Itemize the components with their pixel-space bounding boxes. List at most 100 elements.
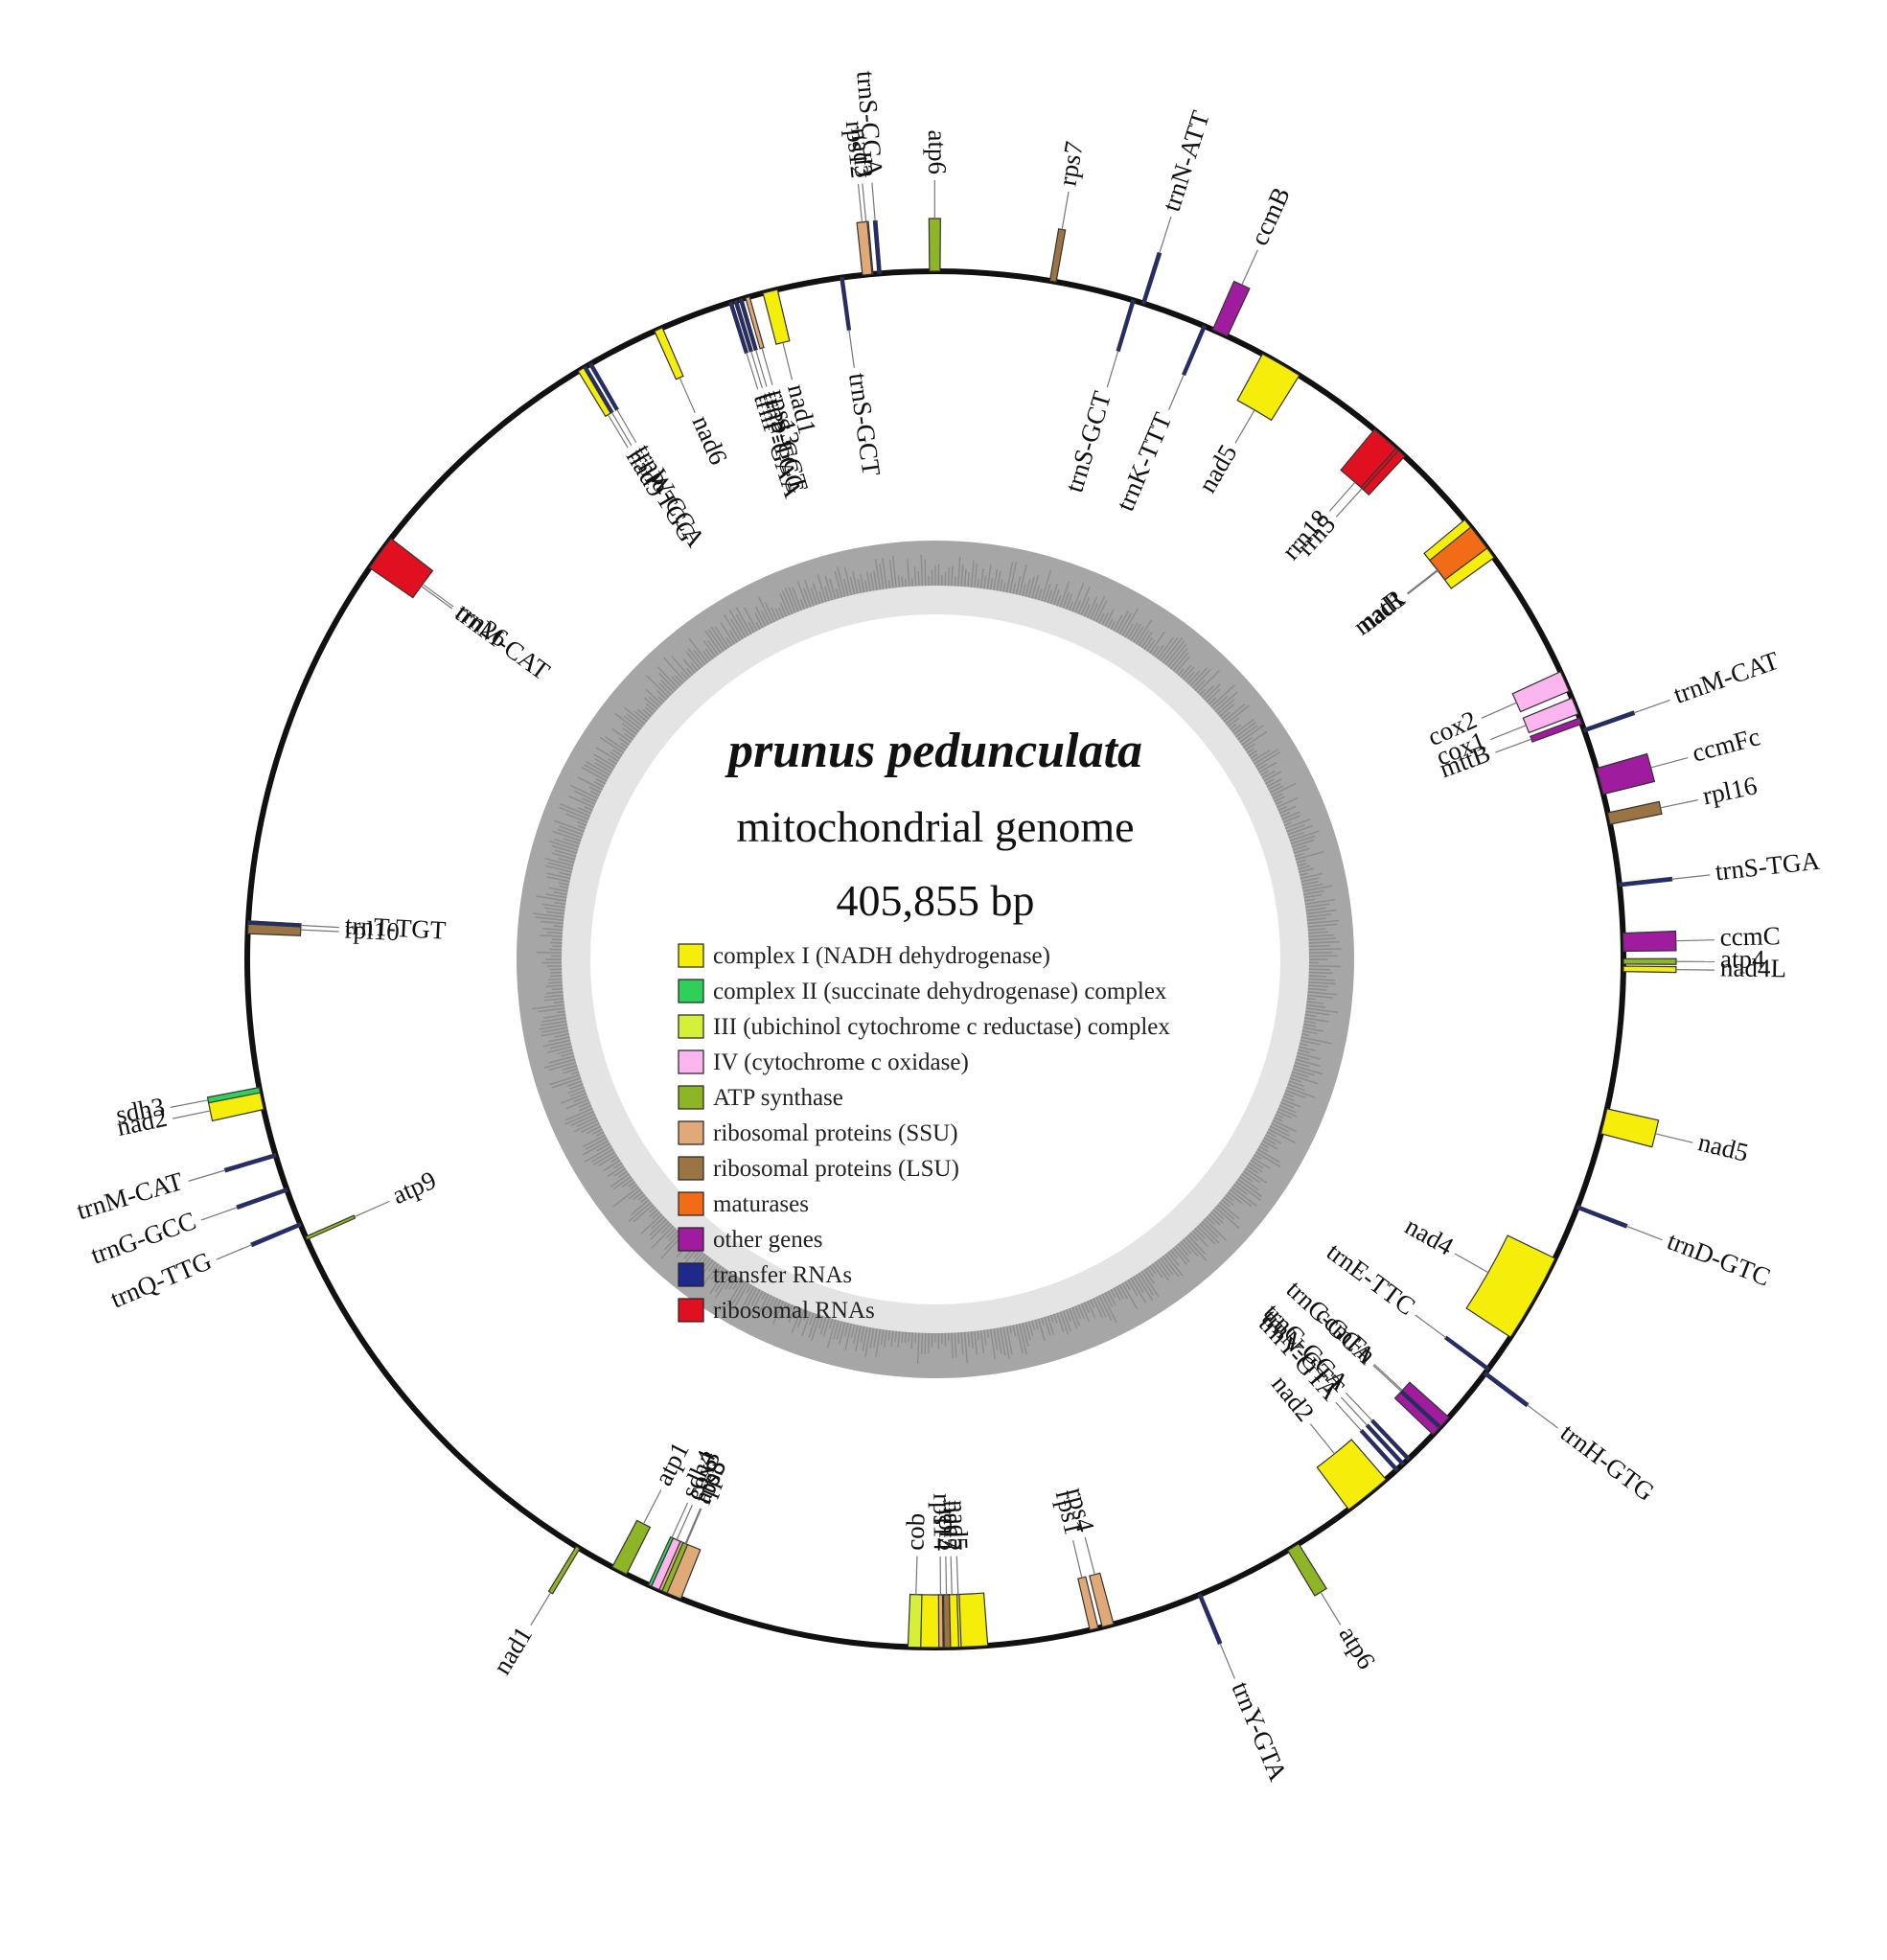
legend-label: ribosomal RNAs [713,1298,875,1324]
leader-line [671,1502,689,1538]
legend-swatch [678,1227,704,1252]
leader-line [750,351,763,388]
leader-line [1329,481,1356,512]
gene-label-nad7: nad7 [937,1500,967,1551]
legend-label: complex I (NADH dehydrogenase) [713,943,1050,969]
leader-line [871,182,876,221]
leader-line [1495,738,1532,753]
leader-line [755,349,768,387]
legend-label: transfer RNAs [713,1262,852,1288]
leader-line [1219,1643,1235,1679]
leader-line [1415,1314,1447,1339]
leader-line [610,412,633,447]
gene-block-trnn-att [1140,251,1162,305]
gene-block-trnd-gtc [1576,1205,1628,1229]
leader-line [1341,1396,1369,1426]
gene-block-rps1 [1077,1576,1099,1631]
gene-block-trnh-gtg [1483,1371,1530,1408]
leader-line [1335,1401,1363,1432]
legend-swatch [678,1085,704,1110]
gene-label-trns-tga: trnS-TGA [1714,846,1822,887]
gene-label-trny-gta: trnY-GTA [1226,1677,1293,1785]
leader-line [1675,969,1714,971]
legend-swatch [678,1049,704,1074]
legend: complex I (NADH dehydrogenase) complex II… [678,943,1170,1324]
gene-label-trnm-cat: trnM-CAT [1669,646,1783,709]
leader-line [684,1508,702,1544]
gene-label-trnh-gtg: trnH-GTG [1555,1418,1660,1507]
gene-block-trns-tga [1618,876,1673,888]
leader-line [530,1592,552,1626]
legend-label: maturases [713,1191,809,1217]
leader-line [173,1110,211,1119]
gene-block-ccmb [1211,280,1251,337]
gene-label-trnk-ttt: trnK-TTT [1111,408,1178,516]
gene-block-nad9 [577,367,611,418]
gene-block-nad5 [1236,353,1300,422]
gene-label-nad5: nad5 [943,1500,974,1552]
gene-block-atp6 [1286,1542,1327,1597]
legend-label: ribosomal proteins (LSU) [713,1156,959,1182]
leader-line [1309,1423,1335,1455]
leader-line [1527,1404,1558,1429]
gene-block-rps12 [856,220,873,276]
gc-content-ring [517,541,1354,1378]
leader-line [354,1200,390,1218]
genome-size: 405,855 bp [837,876,1035,925]
leader-line [1633,699,1670,714]
legend-swatch [678,943,704,968]
gene-block-atp9 [305,1214,357,1241]
leader-line [1084,1536,1095,1575]
leader-line [422,583,454,608]
leader-line [950,1556,953,1595]
gene-label-trnt-tgt: trnT-TGT [344,911,447,945]
legend-swatch [678,979,704,1003]
legend-swatch [678,1120,704,1145]
gene-block-cob [907,1593,923,1649]
gene-block-rps14 [937,1594,944,1649]
legend-label: other genes [713,1227,823,1253]
leader-line [1159,216,1172,254]
leader-line [1481,702,1517,719]
gene-block-rps13 [745,295,765,350]
legend-label: III (ubichinol cytochrome c reductase) c… [713,1014,1170,1040]
gene-label-nad4: nad4 [1400,1211,1459,1261]
leader-line [1373,1364,1403,1392]
gene-features [206,218,1677,1649]
leader-line [421,586,453,610]
leader-line [1335,488,1363,518]
gene-label-ccmc: ccmC [1719,921,1781,952]
gene-block-atp4 [1622,957,1677,965]
gene-label-nad4l: nad4L [1720,953,1786,982]
gene-block-atp6 [928,218,941,272]
gene-label-ccmb: ccmB [1245,183,1296,250]
leader-line [1407,569,1438,595]
gene-block-trnc-gca [1399,1389,1442,1430]
legend-swatch [678,1156,704,1181]
gene-block-sdh3 [206,1086,262,1104]
gene-label-nad6: nad6 [687,411,734,469]
gene-block-trne-ttc [1443,1335,1490,1372]
leader-line [300,929,339,933]
gene-block-trng-gcc [236,1187,288,1211]
gene-label-rps12: rps12 [840,120,875,180]
leader-line [1241,249,1258,286]
gene-block-trnq-ttg [250,1222,302,1248]
center-disc [590,614,1280,1304]
gene-block-nad2 [1316,1439,1388,1510]
leader-line [782,342,794,380]
gene-block-rps4 [1089,1572,1115,1628]
leader-line [616,408,637,444]
leader-line [1061,191,1070,230]
gene-block-nad7 [917,1592,989,1649]
gene-block-trnc-gca [1369,1418,1411,1462]
legend-label: complex II (succinate dehydrogenase) com… [713,979,1167,1004]
leader-line [1234,409,1255,444]
leader-line [300,924,339,929]
leader-line [679,377,696,413]
leader-line [188,1169,226,1182]
gene-block-rpl5 [942,1594,952,1649]
leader-line [1168,374,1185,410]
gene-label-rpl10: rpl10 [344,914,400,946]
